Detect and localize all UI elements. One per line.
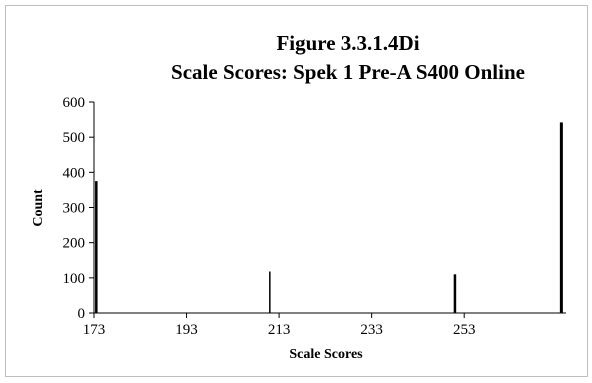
x-tick-label: 213 — [268, 322, 291, 338]
y-tick-label: 300 — [63, 201, 86, 217]
y-tick-label: 0 — [78, 306, 86, 322]
y-tick-label: 400 — [63, 165, 86, 181]
x-tick-label: 173 — [83, 322, 106, 338]
y-axis-label: Count — [31, 189, 46, 227]
y-tick-label: 600 — [63, 95, 86, 111]
y-tick-label: 100 — [63, 271, 86, 287]
x-tick-label: 253 — [453, 322, 476, 338]
x-axis-label: Scale Scores — [289, 347, 363, 362]
y-axis-ticks: 0 100 200 300 400 500 600 — [63, 95, 94, 322]
y-tick-label: 200 — [63, 236, 86, 252]
chart-title: Figure 3.3.1.4Di — [276, 31, 419, 55]
chart-frame — [5, 5, 588, 377]
x-tick-label: 193 — [175, 322, 198, 338]
y-tick-label: 500 — [63, 130, 86, 146]
bar — [269, 271, 271, 313]
bar — [95, 181, 98, 313]
bar — [559, 122, 563, 313]
x-tick-label: 233 — [360, 322, 383, 338]
chart-subtitle: Scale Scores: Spek 1 Pre-A S400 Online — [171, 60, 525, 84]
x-axis-ticks: 173 193 213 233 253 — [83, 313, 476, 338]
bars — [95, 122, 563, 313]
bar — [453, 274, 457, 313]
